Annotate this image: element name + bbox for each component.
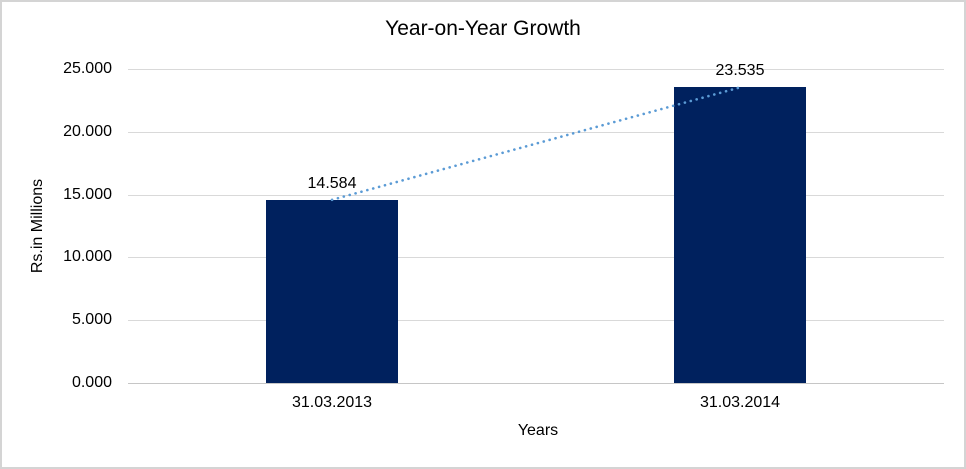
gridline (128, 257, 944, 259)
gridline (128, 69, 944, 70)
gridline (128, 194, 944, 196)
bar-31.03.2014 (674, 87, 806, 383)
y-tick-label: 20.000 (63, 122, 112, 140)
data-label: 14.584 (307, 174, 357, 192)
trendline (330, 86, 742, 202)
y-tick-label: 0.000 (71, 374, 112, 391)
x-axis-title: Years (517, 422, 559, 439)
x-tick-label: 31.03.2014 (699, 394, 781, 411)
y-tick-label: 15.000 (63, 185, 112, 203)
trendline-path (330, 86, 742, 202)
plot-area: 14.584 23.535 (128, 62, 944, 384)
gridline (128, 131, 944, 133)
data-label: 23.535 (715, 62, 765, 80)
y-tick-label: 5.000 (71, 311, 112, 329)
y-tick-label: 10.000 (63, 248, 112, 266)
bar-31.03.2013 (266, 199, 398, 383)
gridline (128, 320, 944, 322)
y-tick-label: 25.000 (63, 60, 112, 77)
x-tick-label: 31.03.2013 (291, 394, 373, 411)
chart-title: Year-on-Year Growth (385, 17, 581, 40)
